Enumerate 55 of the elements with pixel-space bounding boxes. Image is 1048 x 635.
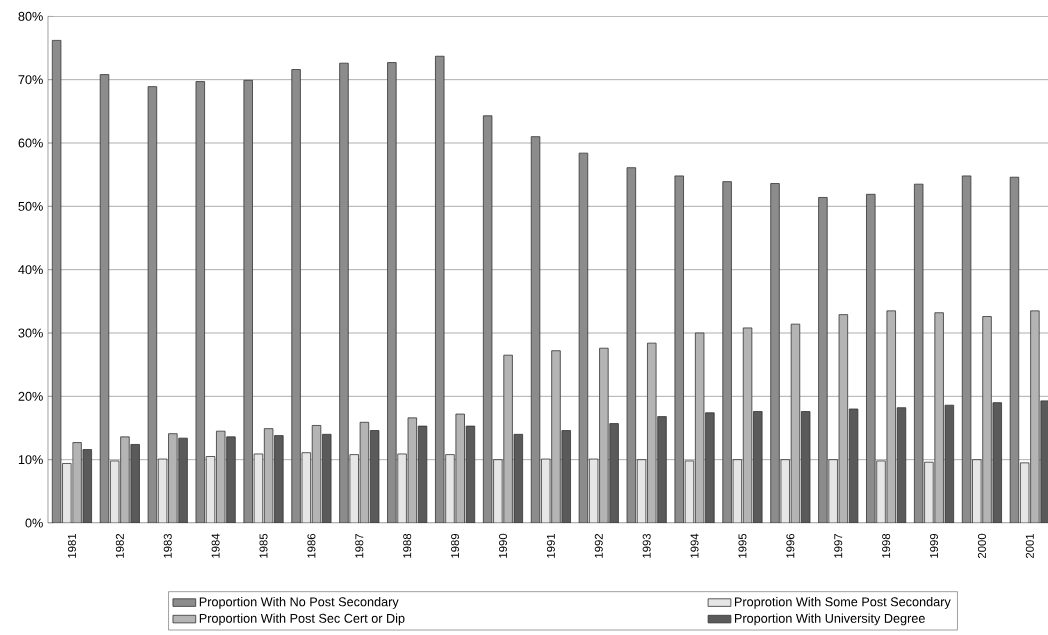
legend-label: Proportion With University Degree (734, 613, 925, 626)
bar (445, 454, 455, 523)
bar (1030, 310, 1040, 523)
x-tick-label: 1983 (163, 533, 172, 558)
y-tick-label: 80% (18, 11, 43, 21)
x-tick-label: 1988 (403, 533, 412, 558)
x-tick-label: 1985 (259, 533, 268, 558)
bar (770, 183, 780, 523)
bar (982, 316, 992, 523)
x-tick-label: 1993 (642, 533, 651, 558)
x-tick-label: 1997 (834, 533, 843, 558)
bar (339, 62, 349, 523)
bar (876, 460, 886, 523)
x-tick-label: 1996 (786, 533, 795, 558)
y-tick-label: 10% (18, 455, 43, 465)
x-tick-label: 1986 (307, 533, 316, 558)
bar (503, 354, 513, 523)
x-tick-label: 1981 (67, 533, 76, 558)
bar (120, 436, 130, 523)
bar (722, 181, 732, 523)
bar (551, 350, 561, 523)
bar (599, 347, 609, 523)
bar (72, 442, 82, 523)
x-tick-label: 1991 (546, 533, 555, 558)
x-tick-label: 1992 (594, 533, 603, 558)
legend-label: Proportion With Post Sec Cert or Dip (199, 613, 405, 626)
x-tick-label: 1998 (882, 533, 891, 558)
bar (397, 453, 407, 523)
y-tick-label: 20% (18, 391, 43, 401)
y-tick-label: 0% (25, 518, 43, 528)
x-tick-label: 1995 (738, 533, 747, 558)
bar (387, 62, 397, 523)
bar (493, 459, 503, 523)
y-tick-label: 40% (18, 265, 43, 275)
x-tick-label: 2000 (977, 533, 986, 559)
y-tick-label: 50% (18, 201, 43, 211)
x-tick-label: 1984 (211, 533, 220, 558)
x-tick-label: 1994 (690, 533, 699, 558)
bar (168, 433, 178, 523)
bar (924, 461, 934, 523)
x-tick-label: 1982 (115, 533, 124, 558)
bar (828, 459, 838, 523)
bar (818, 197, 828, 523)
x-tick-label: 2001 (1025, 533, 1034, 559)
y-tick-label: 70% (18, 75, 43, 85)
bar (291, 69, 301, 523)
x-tick-label: 1987 (355, 533, 364, 558)
y-tick-label: 60% (18, 138, 43, 148)
legend-label: Proprotion With Some Post Secondary (734, 597, 951, 609)
x-tick-label: 1989 (451, 533, 460, 558)
x-tick-label: 1990 (498, 533, 507, 558)
bar (934, 312, 944, 523)
y-tick-label: 30% (18, 328, 43, 338)
x-tick-label: 1999 (930, 533, 939, 558)
legend-label: Proportion With No Post Secondary (199, 597, 399, 609)
